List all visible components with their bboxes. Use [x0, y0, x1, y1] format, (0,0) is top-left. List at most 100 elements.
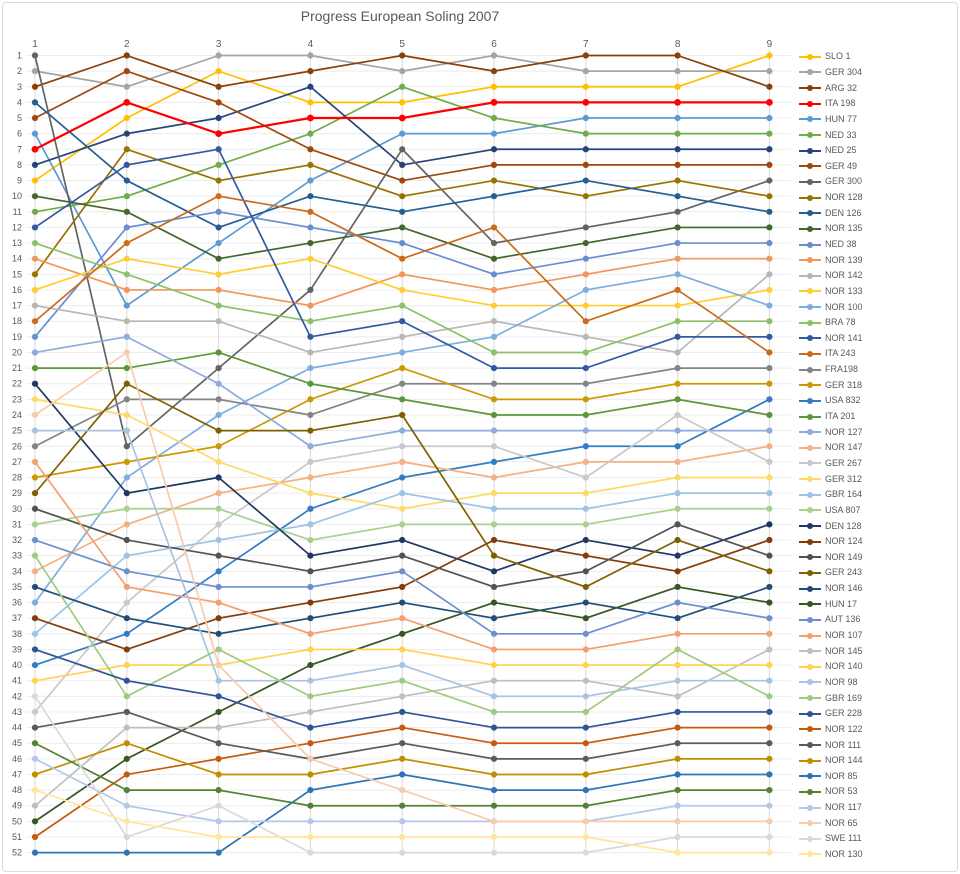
- data-point-marker: [215, 536, 222, 544]
- legend-marker-icon: [799, 474, 821, 484]
- data-point-marker: [766, 552, 773, 559]
- data-point-marker: [307, 411, 314, 419]
- legend-marker-icon: [799, 631, 821, 641]
- legend-item-nor-124: NOR 124: [799, 534, 955, 550]
- legend-marker-icon: [799, 208, 821, 218]
- legend-label: NED 33: [825, 129, 857, 140]
- data-point-marker: [123, 255, 130, 262]
- data-point-marker: [123, 208, 130, 215]
- x-axis-tick-label: 7: [583, 39, 589, 50]
- data-point-marker: [582, 380, 589, 387]
- data-point-marker: [490, 740, 498, 747]
- data-point-marker: [31, 271, 39, 278]
- legend-label: NOR 141: [825, 332, 863, 343]
- y-axis-tick-label: 16: [12, 285, 22, 295]
- y-axis-tick-label: 34: [12, 566, 22, 576]
- data-point-marker: [123, 755, 130, 762]
- data-point-marker: [674, 536, 681, 544]
- data-point-marker: [490, 708, 498, 716]
- legend-item-hun-77: HUN 77: [799, 112, 955, 128]
- data-point-marker: [766, 365, 773, 372]
- data-point-marker: [307, 505, 314, 512]
- legend-label: DEN 128: [825, 520, 862, 531]
- legend-label: NOR 130: [825, 848, 863, 859]
- data-point-marker: [674, 349, 681, 356]
- data-point-marker: [674, 646, 681, 653]
- data-point-marker: [399, 193, 406, 200]
- data-point-marker: [490, 505, 498, 512]
- legend-marker-icon: [799, 458, 821, 468]
- data-point-marker: [490, 98, 498, 106]
- data-point-marker: [399, 771, 406, 778]
- data-point-marker: [766, 98, 773, 106]
- legend-item-nor-140: NOR 140: [799, 659, 955, 675]
- legend-label: NOR 142: [825, 270, 863, 281]
- data-point-marker: [674, 599, 681, 606]
- y-axis-tick-label: 51: [12, 832, 22, 842]
- data-point-marker: [31, 380, 39, 387]
- data-point-marker: [123, 443, 130, 450]
- y-axis-tick-label: 26: [12, 441, 22, 451]
- y-axis-tick-label: 43: [12, 707, 22, 717]
- legend-marker-icon: [799, 130, 821, 140]
- data-point-marker: [123, 740, 130, 747]
- data-point-marker: [31, 833, 39, 841]
- data-point-marker: [215, 161, 222, 169]
- data-point-marker: [215, 552, 222, 559]
- legend-marker-icon: [799, 396, 821, 406]
- data-point-marker: [31, 458, 39, 465]
- data-point-marker: [31, 771, 39, 778]
- data-point-marker: [123, 615, 130, 622]
- y-axis-tick-label: 25: [12, 426, 22, 436]
- data-point-marker: [490, 818, 498, 825]
- series-nor-124: [31, 536, 773, 653]
- legend-item-nor-139: NOR 139: [799, 252, 955, 268]
- data-point-marker: [582, 52, 589, 59]
- data-point-marker: [215, 693, 222, 700]
- legend-label: NOR 145: [825, 645, 863, 656]
- data-point-marker: [307, 114, 314, 122]
- legend-marker-icon: [799, 584, 821, 594]
- data-point-marker: [674, 208, 681, 215]
- y-axis-tick-label: 24: [12, 410, 22, 420]
- data-point-marker: [399, 396, 406, 403]
- data-point-marker: [490, 146, 498, 153]
- legend-label: NOR 139: [825, 254, 863, 265]
- data-point-marker: [490, 365, 498, 372]
- data-point-marker: [674, 318, 681, 325]
- data-point-marker: [123, 818, 130, 825]
- legend-marker-icon: [799, 505, 821, 515]
- data-point-marker: [399, 833, 406, 841]
- data-point-marker: [766, 318, 773, 325]
- data-point-marker: [123, 661, 130, 669]
- series-ger-304: [31, 52, 773, 90]
- data-point-marker: [490, 677, 498, 684]
- y-axis-tick-label: 39: [12, 644, 22, 654]
- legend-marker-icon: [799, 677, 821, 687]
- data-point-marker: [307, 771, 314, 778]
- data-point-marker: [582, 505, 589, 512]
- data-point-marker: [490, 583, 498, 591]
- data-point-marker: [490, 490, 498, 497]
- data-point-marker: [123, 536, 130, 544]
- data-point-marker: [490, 114, 498, 122]
- data-point-marker: [31, 583, 39, 591]
- data-point-marker: [674, 161, 681, 169]
- legend-item-nor-135: NOR 135: [799, 221, 955, 237]
- data-point-marker: [215, 724, 222, 731]
- data-point-marker: [490, 271, 498, 278]
- data-point-marker: [307, 396, 314, 403]
- data-point-marker: [674, 521, 681, 528]
- data-point-marker: [582, 255, 589, 262]
- legend-item-usa-807: USA 807: [799, 503, 955, 519]
- data-point-marker: [490, 552, 498, 559]
- data-point-marker: [399, 271, 406, 278]
- data-point-marker: [307, 833, 314, 841]
- data-point-marker: [123, 146, 130, 153]
- series-slo-1: [31, 52, 773, 184]
- legend-label: AUT 136: [825, 614, 861, 625]
- x-axis-tick-label: 4: [308, 39, 314, 50]
- series-hun-17: [31, 583, 773, 825]
- data-point-marker: [399, 255, 406, 262]
